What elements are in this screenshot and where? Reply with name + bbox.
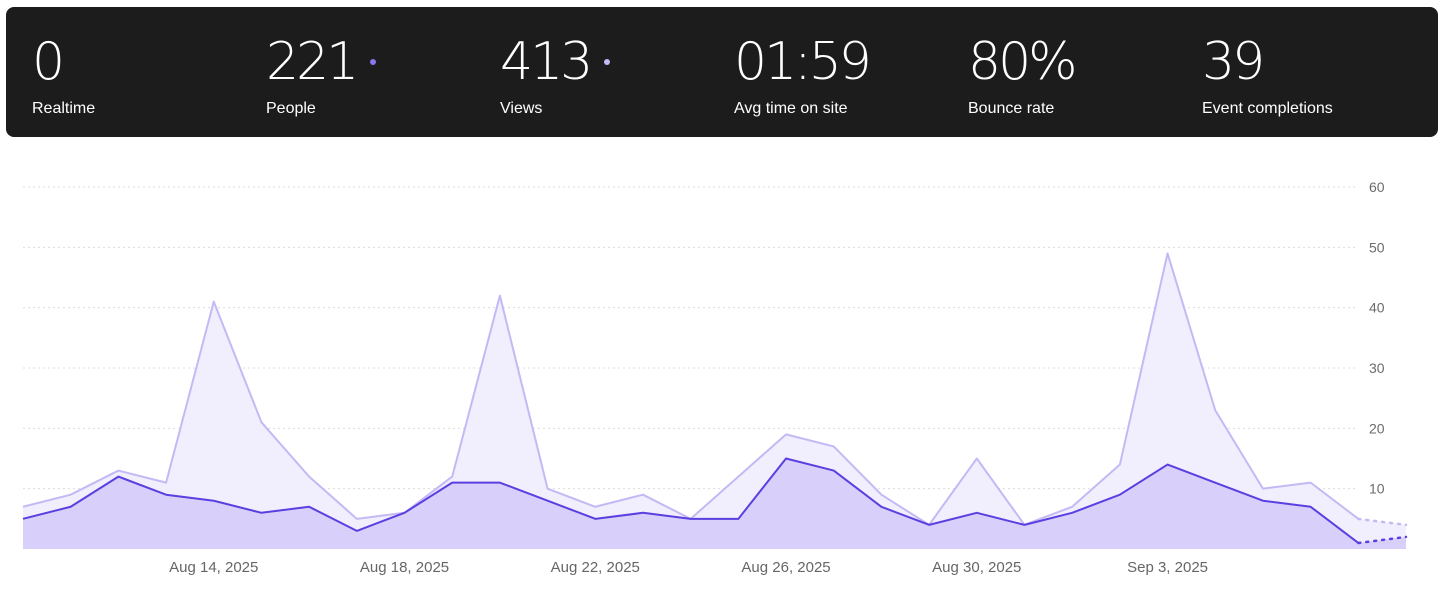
y-tick-label-30: 30 — [1369, 360, 1385, 376]
people-partial-line — [1357, 535, 1408, 545]
stat-people[interactable]: 221 People — [266, 32, 377, 118]
y-tick-label-40: 40 — [1369, 300, 1385, 316]
stat-avg-time[interactable]: 01:59 Avg time on site — [734, 32, 872, 118]
x-tick-label: Aug 26, 2025 — [741, 559, 830, 576]
bounce-rate-label: Bounce rate — [968, 100, 1055, 117]
x-tick-label: Sep 3, 2025 — [1127, 559, 1208, 576]
y-tick-label-50: 50 — [1369, 239, 1385, 255]
x-tick-label: Aug 30, 2025 — [932, 559, 1021, 576]
views-label: Views — [500, 100, 543, 117]
views-partial-line — [1357, 517, 1408, 527]
people-series-dot-icon — [370, 59, 377, 65]
stats-bar: 0 Realtime 221 People 413 Views 01:59 Av… — [6, 7, 1438, 137]
stat-bounce-rate[interactable]: 80% Bounce rate — [968, 32, 1078, 118]
realtime-value: 0 — [32, 32, 65, 92]
chart-card: 10 20 30 40 50 60 Aug 14, 2025 Aug 18, 2025 Aug … — [6, 143, 1438, 598]
traffic-area-chart[interactable]: 10 20 30 40 50 60 Aug 14, 2025 Aug 18, 2025 Aug … — [6, 143, 1438, 598]
x-tick-label: Aug 22, 2025 — [551, 559, 640, 576]
views-value: 413 — [500, 32, 593, 92]
people-label: People — [266, 100, 316, 117]
stat-views[interactable]: 413 Views — [500, 32, 611, 118]
event-completions-label: Event completions — [1202, 100, 1333, 117]
avg-time-value: 01:59 — [734, 32, 872, 92]
y-tick-label-10: 10 — [1369, 481, 1385, 497]
people-value: 221 — [266, 32, 359, 92]
realtime-label: Realtime — [32, 100, 96, 117]
y-tick-label-20: 20 — [1369, 420, 1385, 436]
x-tick-label: Aug 14, 2025 — [169, 559, 258, 576]
people-line — [22, 457, 1359, 544]
stat-realtime[interactable]: 0 Realtime — [32, 33, 95, 118]
x-tick-label: Aug 18, 2025 — [360, 559, 449, 576]
bounce-rate-value: 80% — [968, 32, 1078, 92]
avg-time-label: Avg time on site — [734, 100, 848, 117]
event-completions-value: 39 — [1202, 32, 1265, 92]
stat-event-completions[interactable]: 39 Event completions — [1202, 33, 1333, 118]
views-series-dot-icon — [604, 59, 611, 65]
y-tick-label-60: 60 — [1369, 179, 1385, 195]
